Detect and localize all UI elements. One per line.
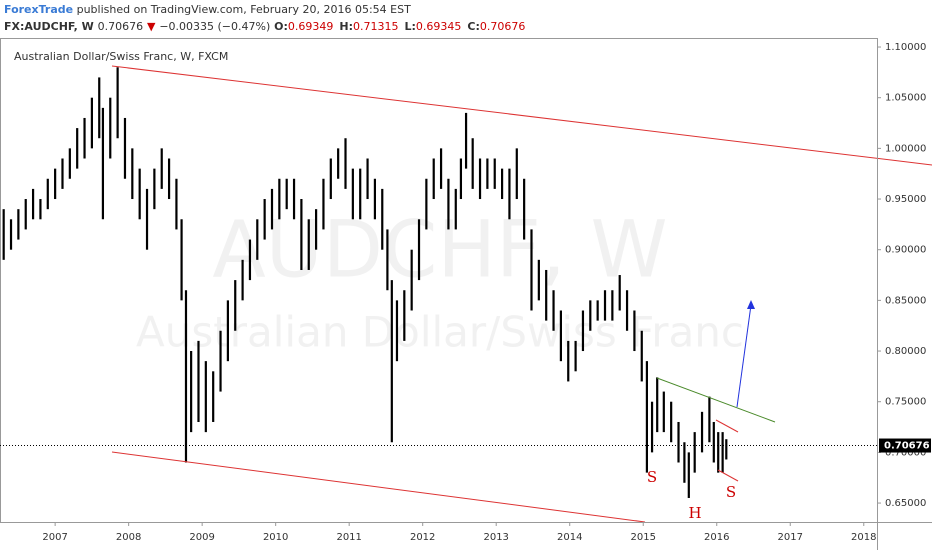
watermark-symbol: AUDCHF, W bbox=[212, 205, 667, 295]
ohlc: O:0.69349 H:0.71315 L:0.69345 C:0.70676 bbox=[274, 20, 525, 33]
shoulder-line bbox=[715, 419, 739, 433]
x-tick-label: 2009 bbox=[189, 532, 214, 543]
price: 0.70676 bbox=[98, 20, 144, 33]
ohlc-key: H: bbox=[339, 20, 353, 33]
y-tick-label: 0.85000 bbox=[885, 295, 926, 306]
plot bbox=[2, 67, 728, 498]
x-tick-label: 2007 bbox=[42, 532, 67, 543]
y-tick-label: 1.05000 bbox=[885, 93, 926, 104]
change: −0.00335 (−0.47%) bbox=[159, 20, 270, 33]
last-price-label: 0.70676 bbox=[884, 441, 930, 452]
chart-title: Australian Dollar/Swiss Franc, W, FXCM bbox=[14, 50, 228, 63]
ohlc-key: O: bbox=[274, 20, 288, 33]
y-tick-label: 0.70000 bbox=[885, 447, 926, 458]
x-tick-label: 2008 bbox=[116, 532, 141, 543]
ohlc-key: C: bbox=[467, 20, 479, 33]
x-tick-label: 2013 bbox=[483, 532, 508, 543]
header-line-1: ForexTrade published on TradingView.com,… bbox=[4, 3, 411, 16]
header-line-2: FX:AUDCHF, W 0.70676 ▼ −0.00335 (−0.47%)… bbox=[4, 20, 525, 33]
y-tick-label: 0.65000 bbox=[885, 498, 926, 509]
y-tick-label: 0.75000 bbox=[885, 397, 926, 408]
x-tick-label: 2016 bbox=[704, 532, 729, 543]
shoulder-line bbox=[717, 469, 739, 482]
annotation: S bbox=[647, 468, 657, 486]
ohlc-value: 0.69349 bbox=[288, 20, 334, 33]
y-tick-label: 0.95000 bbox=[885, 194, 926, 205]
projection-arrow bbox=[736, 304, 752, 408]
x-tick-label: 2015 bbox=[631, 532, 656, 543]
author[interactable]: ForexTrade bbox=[4, 3, 73, 16]
change-arrow: ▼ bbox=[147, 20, 156, 33]
y-tick-label: 0.90000 bbox=[885, 245, 926, 256]
ohlc-value: 0.69345 bbox=[416, 20, 462, 33]
ohlc-value: 0.70676 bbox=[480, 20, 526, 33]
x-tick-label: 2012 bbox=[410, 532, 435, 543]
y-tick-label: 1.10000 bbox=[885, 42, 926, 53]
x-tick-label: 2011 bbox=[336, 532, 361, 543]
x-tick-label: 2018 bbox=[851, 532, 876, 543]
last-price-box bbox=[879, 438, 931, 453]
x-tick-label: 2010 bbox=[263, 532, 288, 543]
ohlc-key: L: bbox=[404, 20, 415, 33]
annotation: S bbox=[726, 483, 736, 501]
published: published on TradingView.com, February 2… bbox=[77, 3, 411, 16]
ohlc-value: 0.71315 bbox=[353, 20, 399, 33]
x-tick-label: 2014 bbox=[557, 532, 582, 543]
trendline bbox=[111, 65, 932, 166]
annotation: H bbox=[688, 504, 701, 522]
trendline bbox=[111, 451, 646, 523]
y-tick-label: 1.00000 bbox=[885, 143, 926, 154]
neckline bbox=[656, 377, 776, 423]
y-tick-label: 0.80000 bbox=[885, 346, 926, 357]
symbol: FX:AUDCHF, W bbox=[4, 20, 94, 33]
arrow-head bbox=[747, 300, 755, 309]
x-tick-label: 2017 bbox=[778, 532, 803, 543]
